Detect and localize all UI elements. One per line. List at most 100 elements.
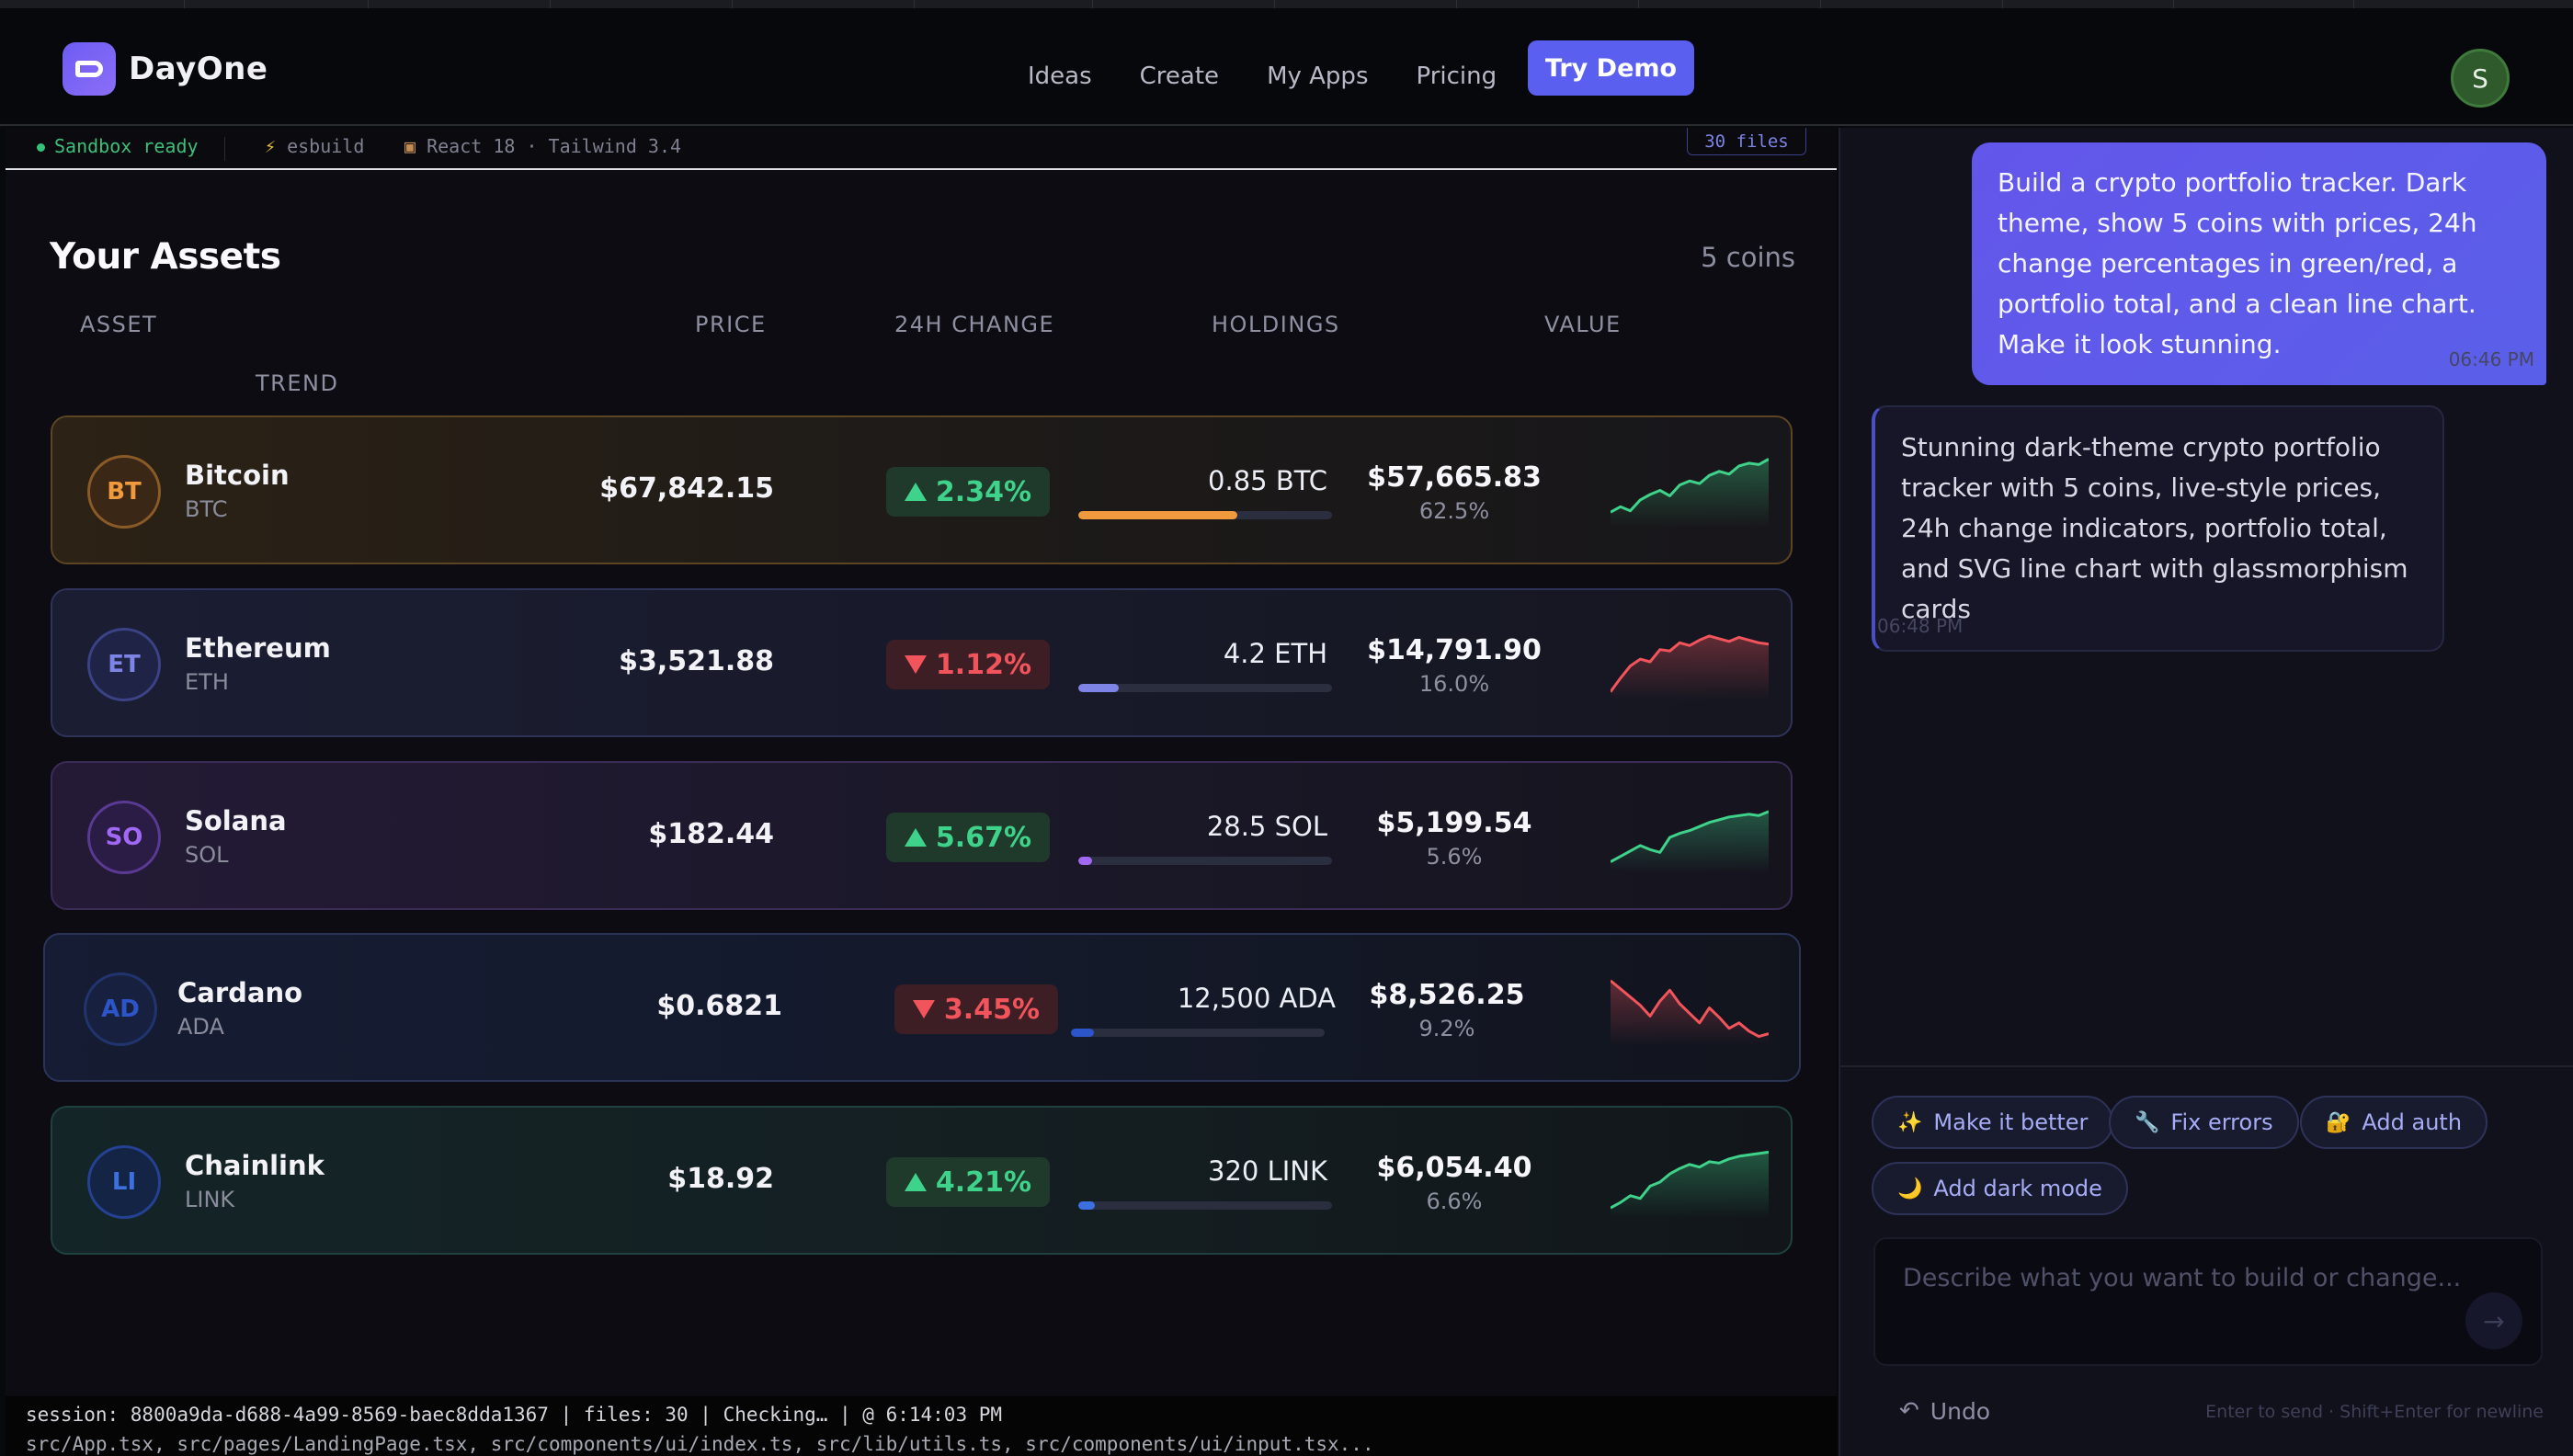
sparkline-area	[1611, 459, 1769, 528]
holdings-share-bar	[1078, 857, 1332, 865]
app-preview-pane: Sandbox ready ⚡ esbuild ▣ React 18 · Tai…	[6, 128, 1837, 1396]
coin-price: $67,842.15	[599, 472, 774, 505]
trend-sparkline	[1611, 634, 1769, 700]
coin-badge: BT	[87, 455, 161, 529]
suggestion-add-dark-mode[interactable]: 🌙 Add dark mode	[1872, 1162, 2128, 1215]
col-header-24h-change: 24H CHANGE	[894, 312, 1055, 337]
user-message: Build a crypto portfolio tracker. Dark t…	[1972, 142, 2546, 385]
top-nav: DayOne Ideas Create My Apps Pricing Try …	[0, 8, 2573, 126]
nav-link-pricing[interactable]: Pricing	[1416, 63, 1497, 90]
assistant-message: Stunning dark-theme crypto portfolio tra…	[1872, 405, 2444, 652]
col-header-holdings: HOLDINGS	[1212, 312, 1340, 337]
user-avatar[interactable]: S	[2451, 49, 2510, 108]
lightning-icon: ⚡	[265, 135, 277, 157]
asset-row[interactable]: AD Cardano ADA $0.6821 3.45% 12,500 ADA …	[43, 933, 1801, 1082]
coin-price: $18.92	[667, 1163, 774, 1195]
sandbox-status-bar: Sandbox ready ⚡ esbuild ▣ React 18 · Tai…	[6, 128, 1837, 170]
coin-symbol: ETH	[185, 669, 229, 695]
suggestion-make-it-better[interactable]: ✨ Make it better	[1872, 1096, 2114, 1149]
triangle-up-icon	[904, 483, 927, 501]
moon-icon: 🌙	[1897, 1177, 1923, 1200]
holding-value: $57,665.83	[1367, 461, 1542, 494]
holdings-amount: 0.85 BTC	[1208, 465, 1327, 496]
coin-price: $182.44	[648, 818, 774, 850]
coin-name: Cardano	[177, 977, 303, 1008]
trend-sparkline	[1611, 810, 1769, 873]
triangle-down-icon	[904, 655, 927, 674]
divider	[1840, 1065, 2573, 1067]
asset-row[interactable]: SO Solana SOL $182.44 5.67% 28.5 SOL $5,…	[51, 761, 1793, 910]
coin-badge: AD	[84, 973, 157, 1046]
wrench-icon: 🔧	[2135, 1110, 2160, 1134]
sparkline-area	[1611, 811, 1769, 873]
divider	[224, 137, 225, 161]
changed-files: src/App.tsx, src/pages/LandingPage.tsx, …	[26, 1433, 1374, 1455]
chat-panel: Build a crypto portfolio tracker. Dark t…	[1839, 128, 2573, 1456]
change-badge: 3.45%	[894, 984, 1058, 1034]
holdings-share-fill	[1071, 1029, 1095, 1037]
holdings-amount: 320 LINK	[1208, 1155, 1327, 1187]
asset-row[interactable]: LI Chainlink LINK $18.92 4.21% 320 LINK …	[51, 1106, 1793, 1255]
coin-symbol: BTC	[185, 496, 228, 522]
col-header-price: PRICE	[695, 312, 767, 337]
portfolio-share: 5.6%	[1426, 844, 1483, 870]
suggestion-add-auth[interactable]: 🔐 Add auth	[2300, 1096, 2488, 1149]
holdings-amount: 12,500 ADA	[1177, 983, 1336, 1014]
sparkline-line	[1611, 810, 1769, 863]
holdings-share-bar	[1078, 684, 1332, 692]
prompt-input[interactable]	[1903, 1259, 2473, 1296]
asset-row[interactable]: ET Ethereum ETH $3,521.88 1.12% 4.2 ETH …	[51, 588, 1793, 737]
sparkline-area	[1611, 635, 1769, 700]
brand-logo[interactable]: DayOne	[63, 42, 268, 96]
coin-badge: SO	[87, 801, 161, 874]
coin-price: $0.6821	[656, 990, 782, 1022]
lock-icon: 🔐	[2326, 1110, 2351, 1134]
col-header-trend: TREND	[256, 370, 339, 396]
triangle-down-icon	[912, 1000, 935, 1018]
arrow-right-icon: →	[2483, 1305, 2505, 1337]
coin-symbol: ADA	[177, 1014, 224, 1040]
triangle-up-icon	[904, 1173, 927, 1191]
trend-sparkline	[1611, 1150, 1769, 1218]
triangle-up-icon	[904, 828, 927, 847]
sandbox-status: Sandbox ready	[37, 135, 199, 157]
col-header-value: VALUE	[1544, 312, 1622, 337]
col-header-asset: ASSET	[80, 312, 158, 337]
coin-name: Bitcoin	[185, 460, 290, 491]
portfolio-share: 62.5%	[1418, 498, 1490, 524]
portfolio-share: 9.2%	[1418, 1016, 1475, 1041]
send-button[interactable]: →	[2465, 1292, 2522, 1349]
holding-value: $5,199.54	[1376, 807, 1532, 839]
holdings-share-fill	[1078, 857, 1093, 865]
portfolio-share: 16.0%	[1418, 671, 1490, 697]
sparkline-area	[1611, 1152, 1769, 1218]
undo-button[interactable]: ↶ Undo	[1899, 1397, 1991, 1425]
change-badge: 4.21%	[885, 1157, 1050, 1207]
try-demo-button[interactable]: Try Demo	[1528, 40, 1694, 96]
coin-name: Solana	[185, 805, 287, 836]
dayone-logo-icon	[63, 42, 116, 96]
coin-badge: ET	[87, 628, 161, 701]
user-message-time: 06:46 PM	[2448, 348, 2534, 370]
nav-link-ideas[interactable]: Ideas	[1028, 63, 1092, 90]
coin-price: $3,521.88	[619, 645, 774, 677]
keyboard-hint: Enter to send · Shift+Enter for newline	[2205, 1402, 2544, 1422]
files-count-badge[interactable]: 30 files	[1687, 128, 1806, 155]
nav-link-create[interactable]: Create	[1139, 63, 1220, 90]
coin-symbol: LINK	[185, 1187, 235, 1212]
portfolio-share: 6.6%	[1426, 1189, 1483, 1214]
sparkline-line	[1611, 1150, 1769, 1210]
suggestion-fix-errors[interactable]: 🔧 Fix errors	[2109, 1096, 2299, 1149]
brand-name: DayOne	[129, 51, 268, 87]
package-icon: ▣	[404, 135, 416, 157]
trend-sparkline	[1611, 458, 1769, 528]
change-badge: 5.67%	[885, 813, 1050, 862]
change-badge: 2.34%	[885, 467, 1050, 517]
holdings-share-bar	[1078, 1201, 1332, 1210]
nav-link-my-apps[interactable]: My Apps	[1267, 63, 1369, 90]
chat-composer: →	[1873, 1237, 2543, 1366]
asset-row[interactable]: BT Bitcoin BTC $67,842.15 2.34% 0.85 BTC…	[51, 415, 1793, 564]
sparkline-line	[1611, 458, 1769, 514]
assistant-message-time: 06:48 PM	[1877, 615, 1964, 637]
holdings-share-bar	[1071, 1029, 1325, 1037]
